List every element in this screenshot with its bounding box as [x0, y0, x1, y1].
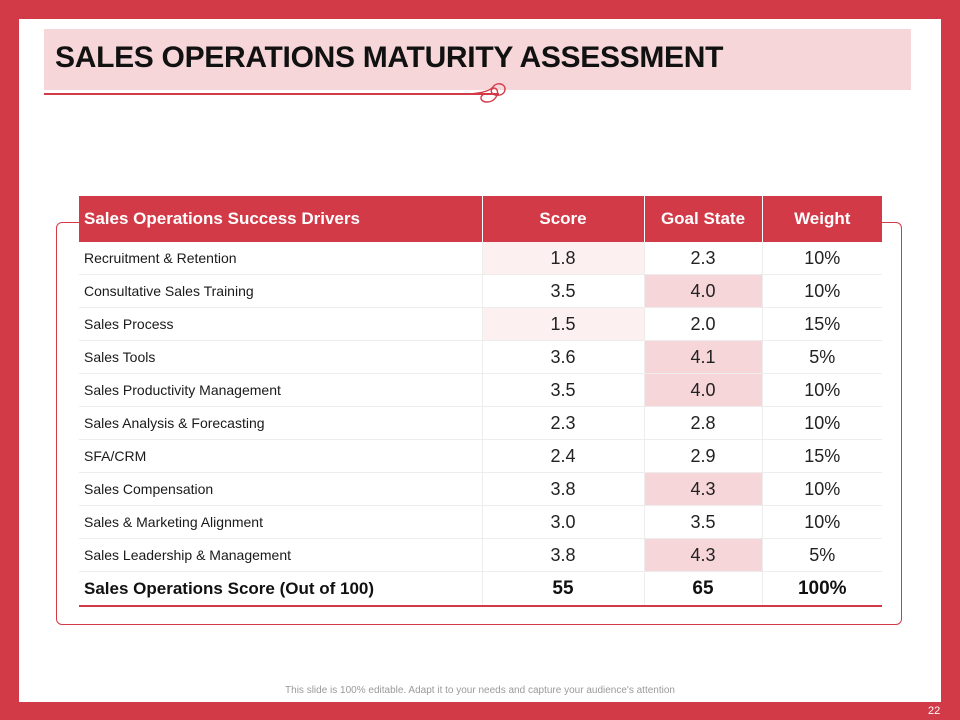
weight-cell: 15% [762, 439, 882, 473]
header-weight: Weight [762, 196, 882, 242]
header-drivers: Sales Operations Success Drivers [79, 196, 483, 242]
weight-cell: 10% [762, 406, 882, 440]
score-cell: 3.8 [482, 472, 645, 506]
maturity-table: Sales Operations Success Drivers Score G… [79, 196, 882, 607]
swirl-ornament-icon [460, 83, 506, 103]
score-cell: 3.5 [482, 274, 645, 308]
driver-cell: Recruitment & Retention [79, 242, 483, 275]
weight-cell: 10% [762, 242, 882, 275]
table-row: Sales Analysis & Forecasting 2.3 2.8 10% [79, 406, 882, 440]
driver-cell: Sales Leadership & Management [79, 538, 483, 572]
table-row: Sales Process 1.5 2.0 15% [79, 307, 882, 341]
driver-cell: Sales Compensation [79, 472, 483, 506]
driver-cell: Sales Process [79, 307, 483, 341]
goal-cell: 4.0 [644, 274, 763, 308]
goal-cell: 4.0 [644, 373, 763, 407]
score-cell: 3.6 [482, 340, 645, 374]
score-cell: 2.3 [482, 406, 645, 440]
goal-cell: 2.9 [644, 439, 763, 473]
driver-cell: Sales Productivity Management [79, 373, 483, 407]
page-title: SALES OPERATIONS MATURITY ASSESSMENT [55, 41, 724, 74]
table-row: Consultative Sales Training 3.5 4.0 10% [79, 274, 882, 308]
table-row: Recruitment & Retention 1.8 2.3 10% [79, 242, 882, 275]
score-cell: 2.4 [482, 439, 645, 473]
goal-cell: 4.3 [644, 538, 763, 572]
weight-cell: 10% [762, 472, 882, 506]
total-weight: 100% [762, 571, 882, 607]
table-row: Sales Compensation 3.8 4.3 10% [79, 472, 882, 506]
header-score: Score [482, 196, 645, 242]
title-band: SALES OPERATIONS MATURITY ASSESSMENT [44, 29, 911, 90]
goal-cell: 4.3 [644, 472, 763, 506]
page-number: 22 [928, 705, 941, 717]
weight-cell: 10% [762, 274, 882, 308]
goal-cell: 3.5 [644, 505, 763, 539]
total-label: Sales Operations Score (Out of 100) [79, 571, 483, 607]
goal-cell: 4.1 [644, 340, 763, 374]
slide: SALES OPERATIONS MATURITY ASSESSMENT Sal… [19, 19, 941, 702]
table-row: Sales Productivity Management 3.5 4.0 10… [79, 373, 882, 407]
weight-cell: 10% [762, 505, 882, 539]
total-goal: 65 [644, 571, 763, 607]
goal-cell: 2.8 [644, 406, 763, 440]
goal-cell: 2.3 [644, 242, 763, 275]
driver-cell: Sales & Marketing Alignment [79, 505, 483, 539]
driver-cell: SFA/CRM [79, 439, 483, 473]
score-cell: 3.8 [482, 538, 645, 572]
table-row: SFA/CRM 2.4 2.9 15% [79, 439, 882, 473]
total-score: 55 [482, 571, 645, 607]
score-cell: 1.8 [482, 242, 645, 275]
weight-cell: 5% [762, 340, 882, 374]
weight-cell: 5% [762, 538, 882, 572]
table-row: Sales Tools 3.6 4.1 5% [79, 340, 882, 374]
driver-cell: Sales Tools [79, 340, 483, 374]
goal-cell: 2.0 [644, 307, 763, 341]
total-row: Sales Operations Score (Out of 100) 55 6… [79, 571, 882, 607]
weight-cell: 10% [762, 373, 882, 407]
weight-cell: 15% [762, 307, 882, 341]
driver-cell: Consultative Sales Training [79, 274, 483, 308]
title-underline [44, 93, 499, 95]
score-cell: 3.5 [482, 373, 645, 407]
header-goal-state: Goal State [644, 196, 763, 242]
table-row: Sales & Marketing Alignment 3.0 3.5 10% [79, 505, 882, 539]
footer-note: This slide is 100% editable. Adapt it to… [285, 685, 675, 696]
score-cell: 1.5 [482, 307, 645, 341]
driver-cell: Sales Analysis & Forecasting [79, 406, 483, 440]
table-row: Sales Leadership & Management 3.8 4.3 5% [79, 538, 882, 572]
table-header-row: Sales Operations Success Drivers Score G… [79, 196, 882, 242]
score-cell: 3.0 [482, 505, 645, 539]
